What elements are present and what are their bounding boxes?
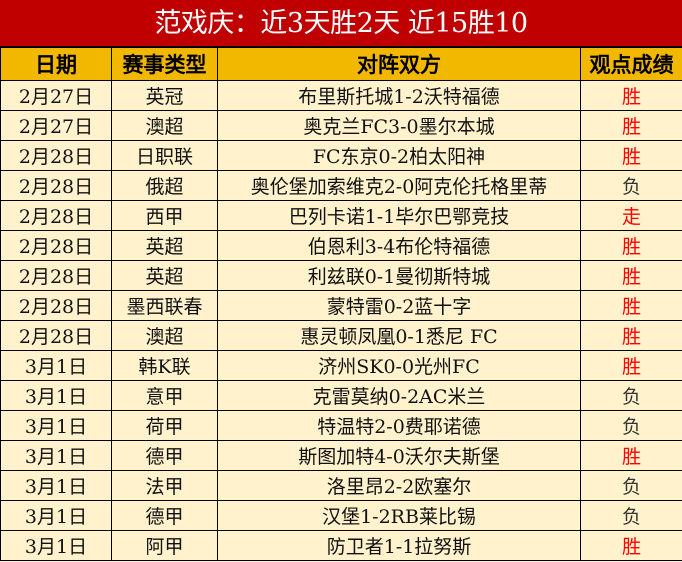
match-cell: 汉堡1-2RB莱比锡 — [217, 500, 581, 531]
result-cell: 负 — [580, 410, 682, 441]
result-cell: 胜 — [580, 350, 682, 381]
match-cell: 布里斯托城1-2沃特福德 — [217, 80, 581, 111]
table-row: 2月27日 澳超 奥克兰FC3-0墨尔本城胜 — [0, 110, 682, 141]
date-cell: 2月27日 — [0, 110, 112, 141]
match-cell: 巴列卡诺1-1毕尔巴鄂竞技 — [217, 200, 581, 231]
header-league: 赛事类型 — [111, 47, 218, 81]
league-cell: 俄超 — [111, 170, 218, 201]
result-cell: 走 — [580, 200, 682, 231]
header-row: 日期 赛事类型 对阵双方 观点成绩 — [0, 47, 682, 81]
result-cell: 负 — [580, 380, 682, 411]
league-cell: 墨西联春 — [111, 290, 218, 321]
date-cell: 3月1日 — [0, 500, 112, 531]
match-cell: 蒙特雷0-2蓝十字 — [217, 290, 581, 321]
table-row: 3月1日 韩K联 济州SK0-0光州FC 胜 — [0, 350, 682, 381]
date-cell: 2月27日 — [0, 80, 112, 111]
result-cell: 胜 — [580, 290, 682, 321]
league-cell: 西甲 — [111, 200, 218, 231]
league-cell: 英冠 — [111, 80, 218, 111]
table-row: 3月1日 德甲 斯图加特4-0沃尔夫斯堡胜 — [0, 440, 682, 471]
date-cell: 3月1日 — [0, 440, 112, 471]
match-cell: 特温特2-0费耶诺德 — [217, 410, 581, 441]
league-cell: 德甲 — [111, 440, 218, 471]
match-cell: 克雷莫纳0-2AC米兰 — [217, 380, 581, 411]
league-cell: 韩K联 — [111, 350, 218, 381]
table-row: 3月1日 法甲 洛里昂2-2欧塞尔负 — [0, 470, 682, 501]
date-cell: 3月1日 — [0, 350, 112, 381]
match-cell: 惠灵顿凤凰0-1悉尼 FC — [217, 320, 581, 351]
match-cell: 利兹联0-1曼彻斯特城 — [217, 260, 581, 291]
date-cell: 2月28日 — [0, 260, 112, 291]
table-row: 2月28日 英超 利兹联0-1曼彻斯特城胜 — [0, 260, 682, 291]
table-row: 3月1日 意甲 克雷莫纳0-2AC米兰负 — [0, 380, 682, 411]
table-row: 2月28日 西甲 巴列卡诺1-1毕尔巴鄂竞技走 — [0, 200, 682, 231]
match-cell: 奥克兰FC3-0墨尔本城 — [217, 110, 581, 141]
date-cell: 2月28日 — [0, 140, 112, 171]
league-cell: 法甲 — [111, 470, 218, 501]
header-match: 对阵双方 — [217, 47, 581, 81]
results-table: 日期 赛事类型 对阵双方 观点成绩 2月27日 英冠 布里斯托城1-2沃特福德胜 2月… — [0, 47, 682, 561]
result-cell: 胜 — [580, 140, 682, 171]
result-cell: 胜 — [580, 80, 682, 111]
table-row: 3月1日 阿甲 防卫者1-1拉努斯胜 — [0, 530, 682, 561]
result-cell: 胜 — [580, 260, 682, 291]
date-cell: 3月1日 — [0, 470, 112, 501]
league-cell: 英超 — [111, 260, 218, 291]
result-cell: 负 — [580, 500, 682, 531]
table-row: 3月1日 德甲 汉堡1-2RB莱比锡负 — [0, 500, 682, 531]
table-row: 2月27日 英冠 布里斯托城1-2沃特福德胜 — [0, 80, 682, 111]
table-row: 2月28日 日职联 FC东京0-2柏太阳神胜 — [0, 140, 682, 171]
date-cell: 2月28日 — [0, 170, 112, 201]
header-result: 观点成绩 — [580, 47, 682, 81]
header-date: 日期 — [0, 47, 112, 81]
result-cell: 胜 — [580, 230, 682, 261]
league-cell: 日职联 — [111, 140, 218, 171]
date-cell: 2月28日 — [0, 320, 112, 351]
date-cell: 3月1日 — [0, 380, 112, 411]
result-cell: 负 — [580, 170, 682, 201]
table-row: 2月28日 英超 伯恩利3-4布伦特福德胜 — [0, 230, 682, 261]
match-cell: FC东京0-2柏太阳神 — [217, 140, 581, 171]
table-row: 2月28日 俄超 奥伦堡加索维克2-0阿克伦托格里蒂负 — [0, 170, 682, 201]
league-cell: 意甲 — [111, 380, 218, 411]
table-row: 3月1日 荷甲 特温特2-0费耶诺德负 — [0, 410, 682, 441]
result-cell: 胜 — [580, 110, 682, 141]
date-cell: 2月28日 — [0, 230, 112, 261]
match-cell: 济州SK0-0光州FC — [217, 350, 581, 381]
date-cell: 3月1日 — [0, 530, 112, 561]
date-cell: 2月28日 — [0, 200, 112, 231]
match-cell: 奥伦堡加索维克2-0阿克伦托格里蒂 — [217, 170, 581, 201]
result-cell: 胜 — [580, 320, 682, 351]
match-cell: 伯恩利3-4布伦特福德 — [217, 230, 581, 261]
date-cell: 2月28日 — [0, 290, 112, 321]
league-cell: 英超 — [111, 230, 218, 261]
date-cell: 3月1日 — [0, 410, 112, 441]
match-cell: 洛里昂2-2欧塞尔 — [217, 470, 581, 501]
result-cell: 负 — [580, 470, 682, 501]
league-cell: 澳超 — [111, 320, 218, 351]
match-cell: 防卫者1-1拉努斯 — [217, 530, 581, 561]
table-row: 2月28日 墨西联春 蒙特雷0-2蓝十字胜 — [0, 290, 682, 321]
result-cell: 胜 — [580, 440, 682, 471]
match-cell: 斯图加特4-0沃尔夫斯堡 — [217, 440, 581, 471]
result-cell: 胜 — [580, 530, 682, 561]
table-row: 2月28日 澳超 惠灵顿凤凰0-1悉尼 FC 胜 — [0, 320, 682, 351]
league-cell: 德甲 — [111, 500, 218, 531]
league-cell: 澳超 — [111, 110, 218, 141]
league-cell: 荷甲 — [111, 410, 218, 441]
page-title: 范戏庆：近3天胜2天 近15胜10 — [0, 0, 682, 47]
league-cell: 阿甲 — [111, 530, 218, 561]
